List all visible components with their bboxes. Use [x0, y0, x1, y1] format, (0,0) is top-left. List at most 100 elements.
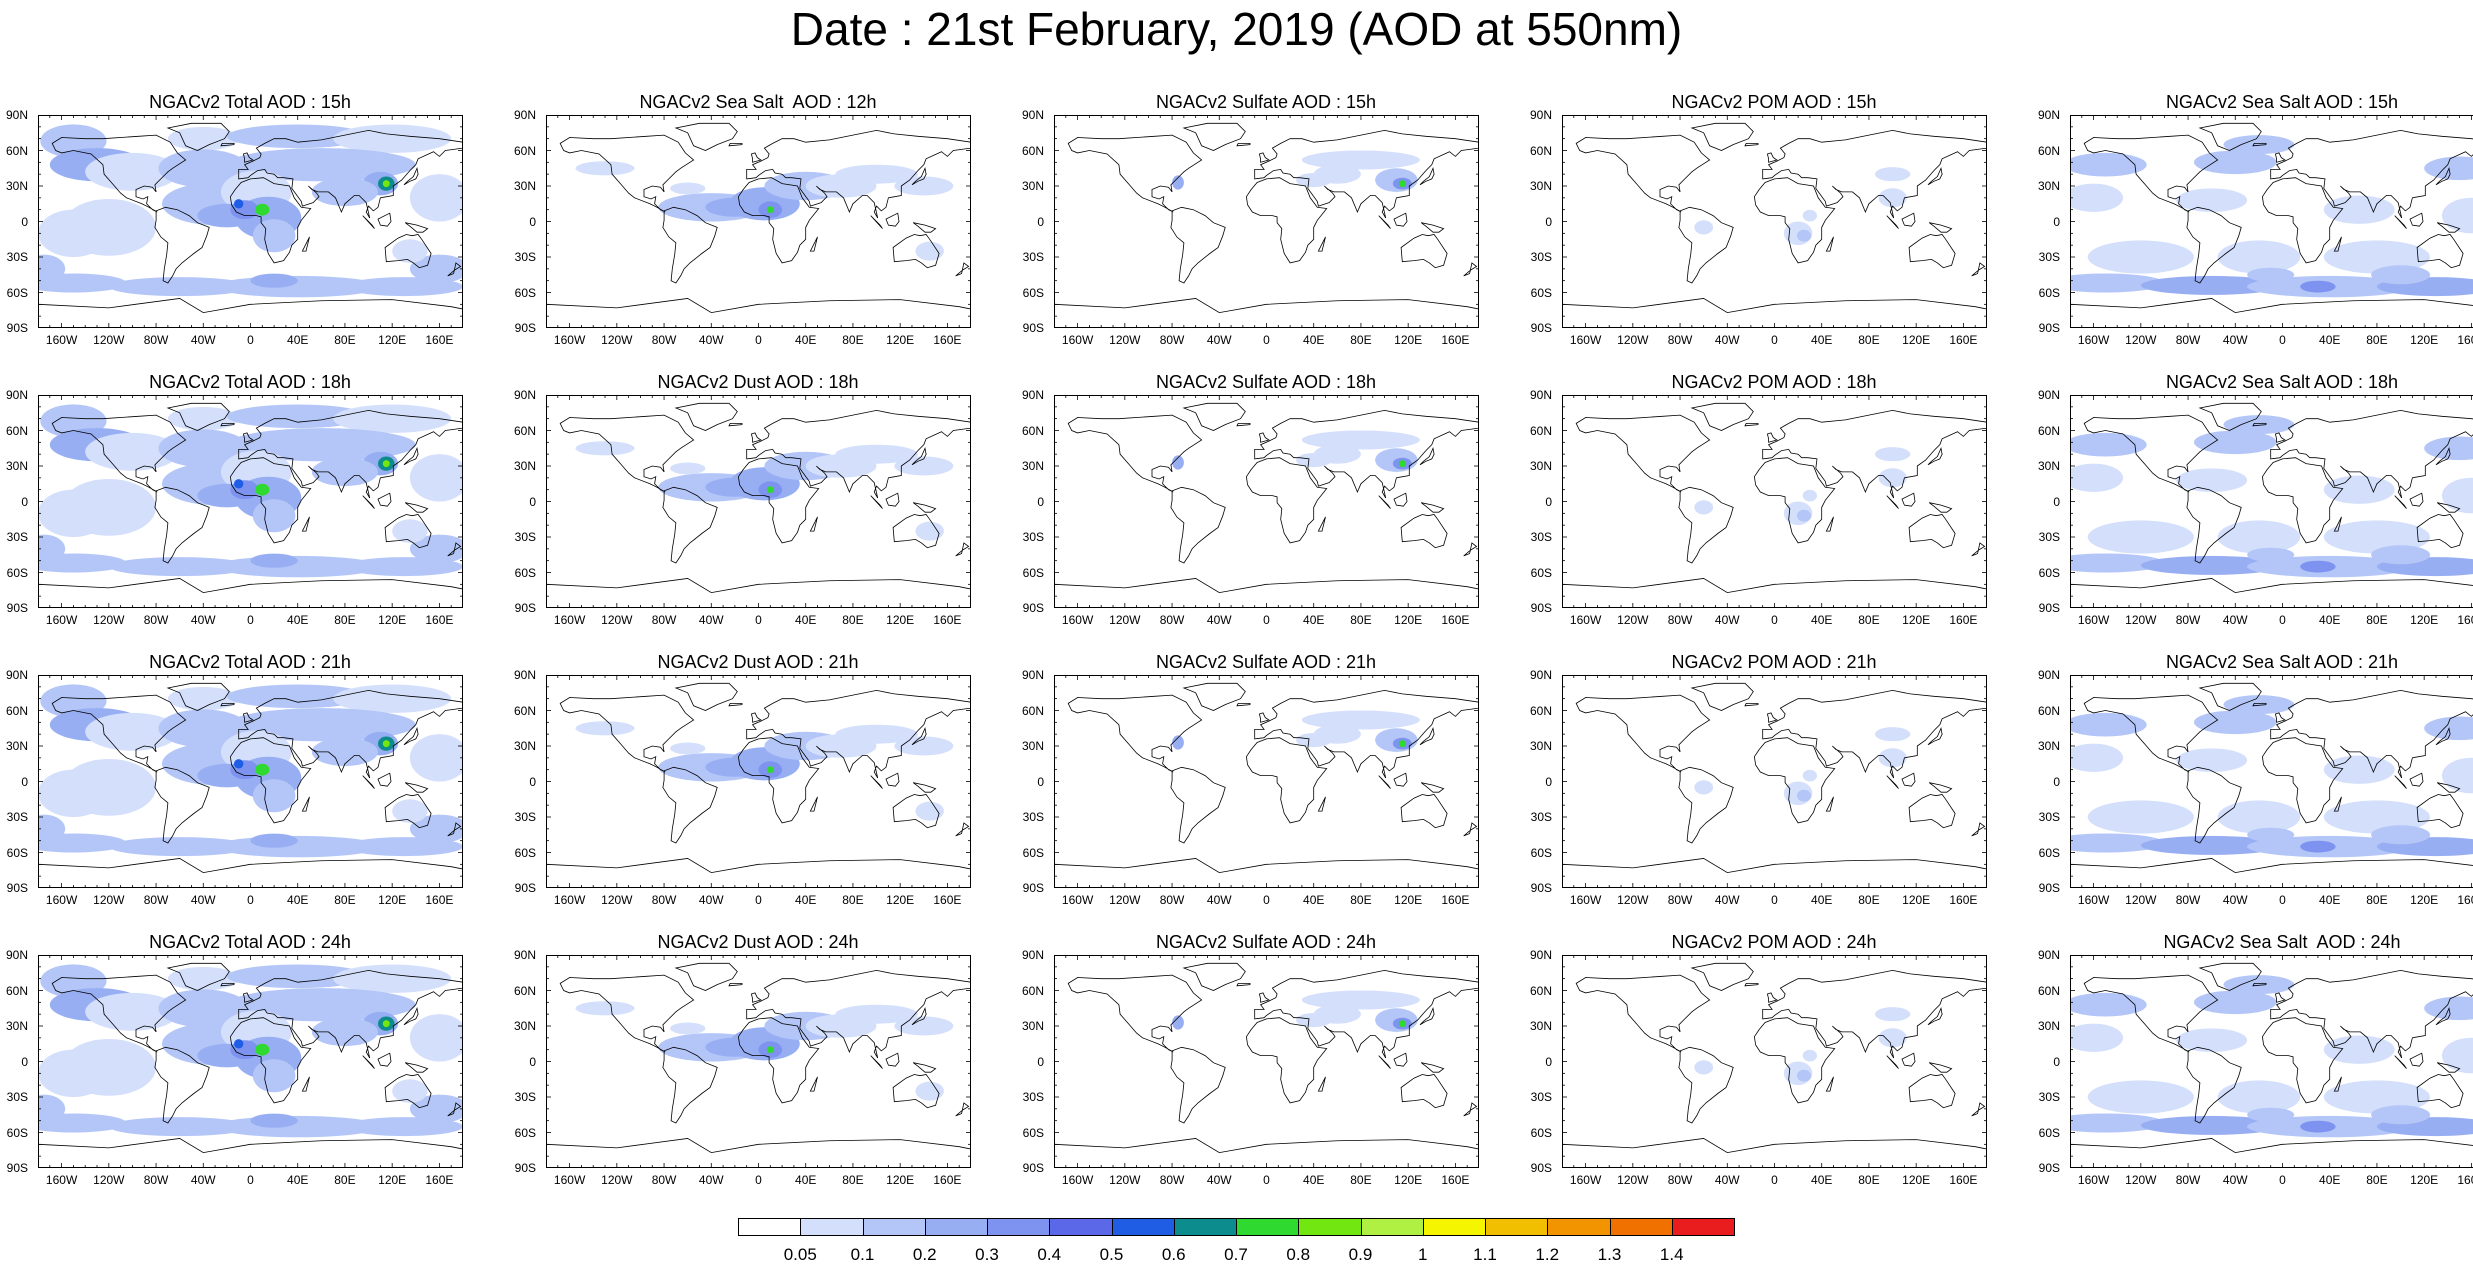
- lon-label: 120E: [1386, 893, 1430, 907]
- colorbar-swatch: [1049, 1218, 1112, 1236]
- aod-patch: [2088, 1080, 2194, 1113]
- colorbar: [738, 1218, 1734, 1240]
- aod-patch: [2194, 151, 2277, 175]
- lat-label: 90S: [0, 321, 28, 335]
- aod-patch: [234, 1039, 243, 1048]
- aod-patch: [1399, 460, 1406, 467]
- lat-label: 30N: [0, 459, 28, 473]
- aod-map: [1562, 115, 1987, 328]
- lon-label: 40E: [276, 333, 320, 347]
- map-frame: [546, 395, 971, 608]
- lat-label: 30S: [1524, 810, 1552, 824]
- lat-label: 30S: [2032, 530, 2060, 544]
- lon-label: 120E: [1386, 613, 1430, 627]
- lat-label: 0: [1016, 215, 1044, 229]
- lon-label: 160W: [2072, 613, 2116, 627]
- aod-patch: [62, 199, 156, 256]
- lat-label: 60N: [2032, 424, 2060, 438]
- lat-label: 90S: [1524, 1161, 1552, 1175]
- lon-label: 40E: [784, 333, 828, 347]
- lon-label: 40E: [1292, 613, 1336, 627]
- lon-label: 80E: [1339, 333, 1383, 347]
- lat-label: 30N: [1016, 739, 1044, 753]
- aod-patch: [62, 759, 156, 816]
- aod-patch: [1803, 490, 1817, 502]
- aod-map: [546, 115, 971, 328]
- lat-label: 90N: [508, 388, 536, 402]
- aod-map: [1054, 675, 1479, 888]
- lat-label: 30S: [0, 250, 28, 264]
- colorbar-label: 0.6: [1154, 1245, 1194, 1265]
- aod-patch: [2224, 415, 2295, 434]
- lon-label: 0: [2261, 613, 2305, 627]
- aod-patch: [2176, 748, 2247, 772]
- map-frame: [1562, 395, 1987, 608]
- aod-patch: [234, 479, 243, 488]
- aod-map: [1054, 395, 1479, 608]
- map-frame: [38, 115, 463, 328]
- lon-label: 80E: [831, 893, 875, 907]
- lat-label: 60S: [508, 286, 536, 300]
- aod-patch: [2324, 756, 2395, 784]
- lat-label: 30N: [1016, 179, 1044, 193]
- aod-patch: [2247, 548, 2294, 562]
- lat-label: 90N: [1016, 108, 1044, 122]
- lat-label: 60S: [2032, 846, 2060, 860]
- aod-patch: [2176, 188, 2247, 212]
- lon-label: 80E: [323, 613, 367, 627]
- lat-label: 30S: [1524, 530, 1552, 544]
- map-frame: [546, 115, 971, 328]
- lat-label: 60S: [0, 286, 28, 300]
- aod-patch: [670, 183, 705, 195]
- aod-patch: [253, 499, 296, 532]
- lon-label: 80W: [134, 613, 178, 627]
- panel-title: NGACv2 Sea Salt AOD : 24h: [2032, 932, 2473, 953]
- lon-label: 40W: [181, 333, 225, 347]
- lon-label: 80E: [1339, 1173, 1383, 1187]
- lat-label: 60N: [0, 984, 28, 998]
- lon-label: 80W: [134, 893, 178, 907]
- lat-label: 60S: [1016, 566, 1044, 580]
- lon-label: 80W: [2166, 333, 2210, 347]
- panel-title: NGACv2 POM AOD : 24h: [1524, 932, 2024, 953]
- aod-patch: [1803, 210, 1817, 222]
- aod-map: [546, 955, 971, 1168]
- lon-label: 80E: [1847, 613, 1891, 627]
- aod-patch: [576, 161, 635, 175]
- aod-patch: [383, 180, 390, 187]
- lon-label: 80E: [2355, 1173, 2399, 1187]
- colorbar-label: 1.2: [1527, 1245, 1567, 1265]
- aod-patch: [894, 177, 953, 196]
- aod-patch: [1694, 1060, 1713, 1074]
- colorbar-label: 1.4: [1652, 1245, 1692, 1265]
- lon-label: 40W: [1705, 1173, 1749, 1187]
- map-frame: [1562, 675, 1987, 888]
- lon-label: 40E: [784, 1173, 828, 1187]
- lon-label: 160W: [2072, 333, 2116, 347]
- lat-label: 30S: [1016, 810, 1044, 824]
- lon-label: 120W: [595, 333, 639, 347]
- colorbar-label: 1.3: [1590, 1245, 1630, 1265]
- lat-label: 0: [2032, 1055, 2060, 1069]
- map-frame: [2070, 955, 2473, 1168]
- aod-map: [1562, 955, 1987, 1168]
- figure-title: Date : 21st February, 2019 (AOD at 550nm…: [0, 2, 2473, 56]
- lon-label: 40E: [1800, 1173, 1844, 1187]
- lat-label: 30N: [508, 179, 536, 193]
- lat-label: 60N: [2032, 704, 2060, 718]
- lat-label: 90S: [1016, 1161, 1044, 1175]
- lat-label: 0: [1524, 1055, 1552, 1069]
- aod-patch: [1875, 447, 1910, 461]
- lat-label: 90S: [508, 1161, 536, 1175]
- lon-label: 120E: [1894, 613, 1938, 627]
- lon-label: 40W: [689, 613, 733, 627]
- aod-patch: [392, 239, 427, 263]
- colorbar-swatch: [1485, 1218, 1548, 1236]
- lat-label: 0: [508, 1055, 536, 1069]
- lon-label: 160W: [1056, 1173, 1100, 1187]
